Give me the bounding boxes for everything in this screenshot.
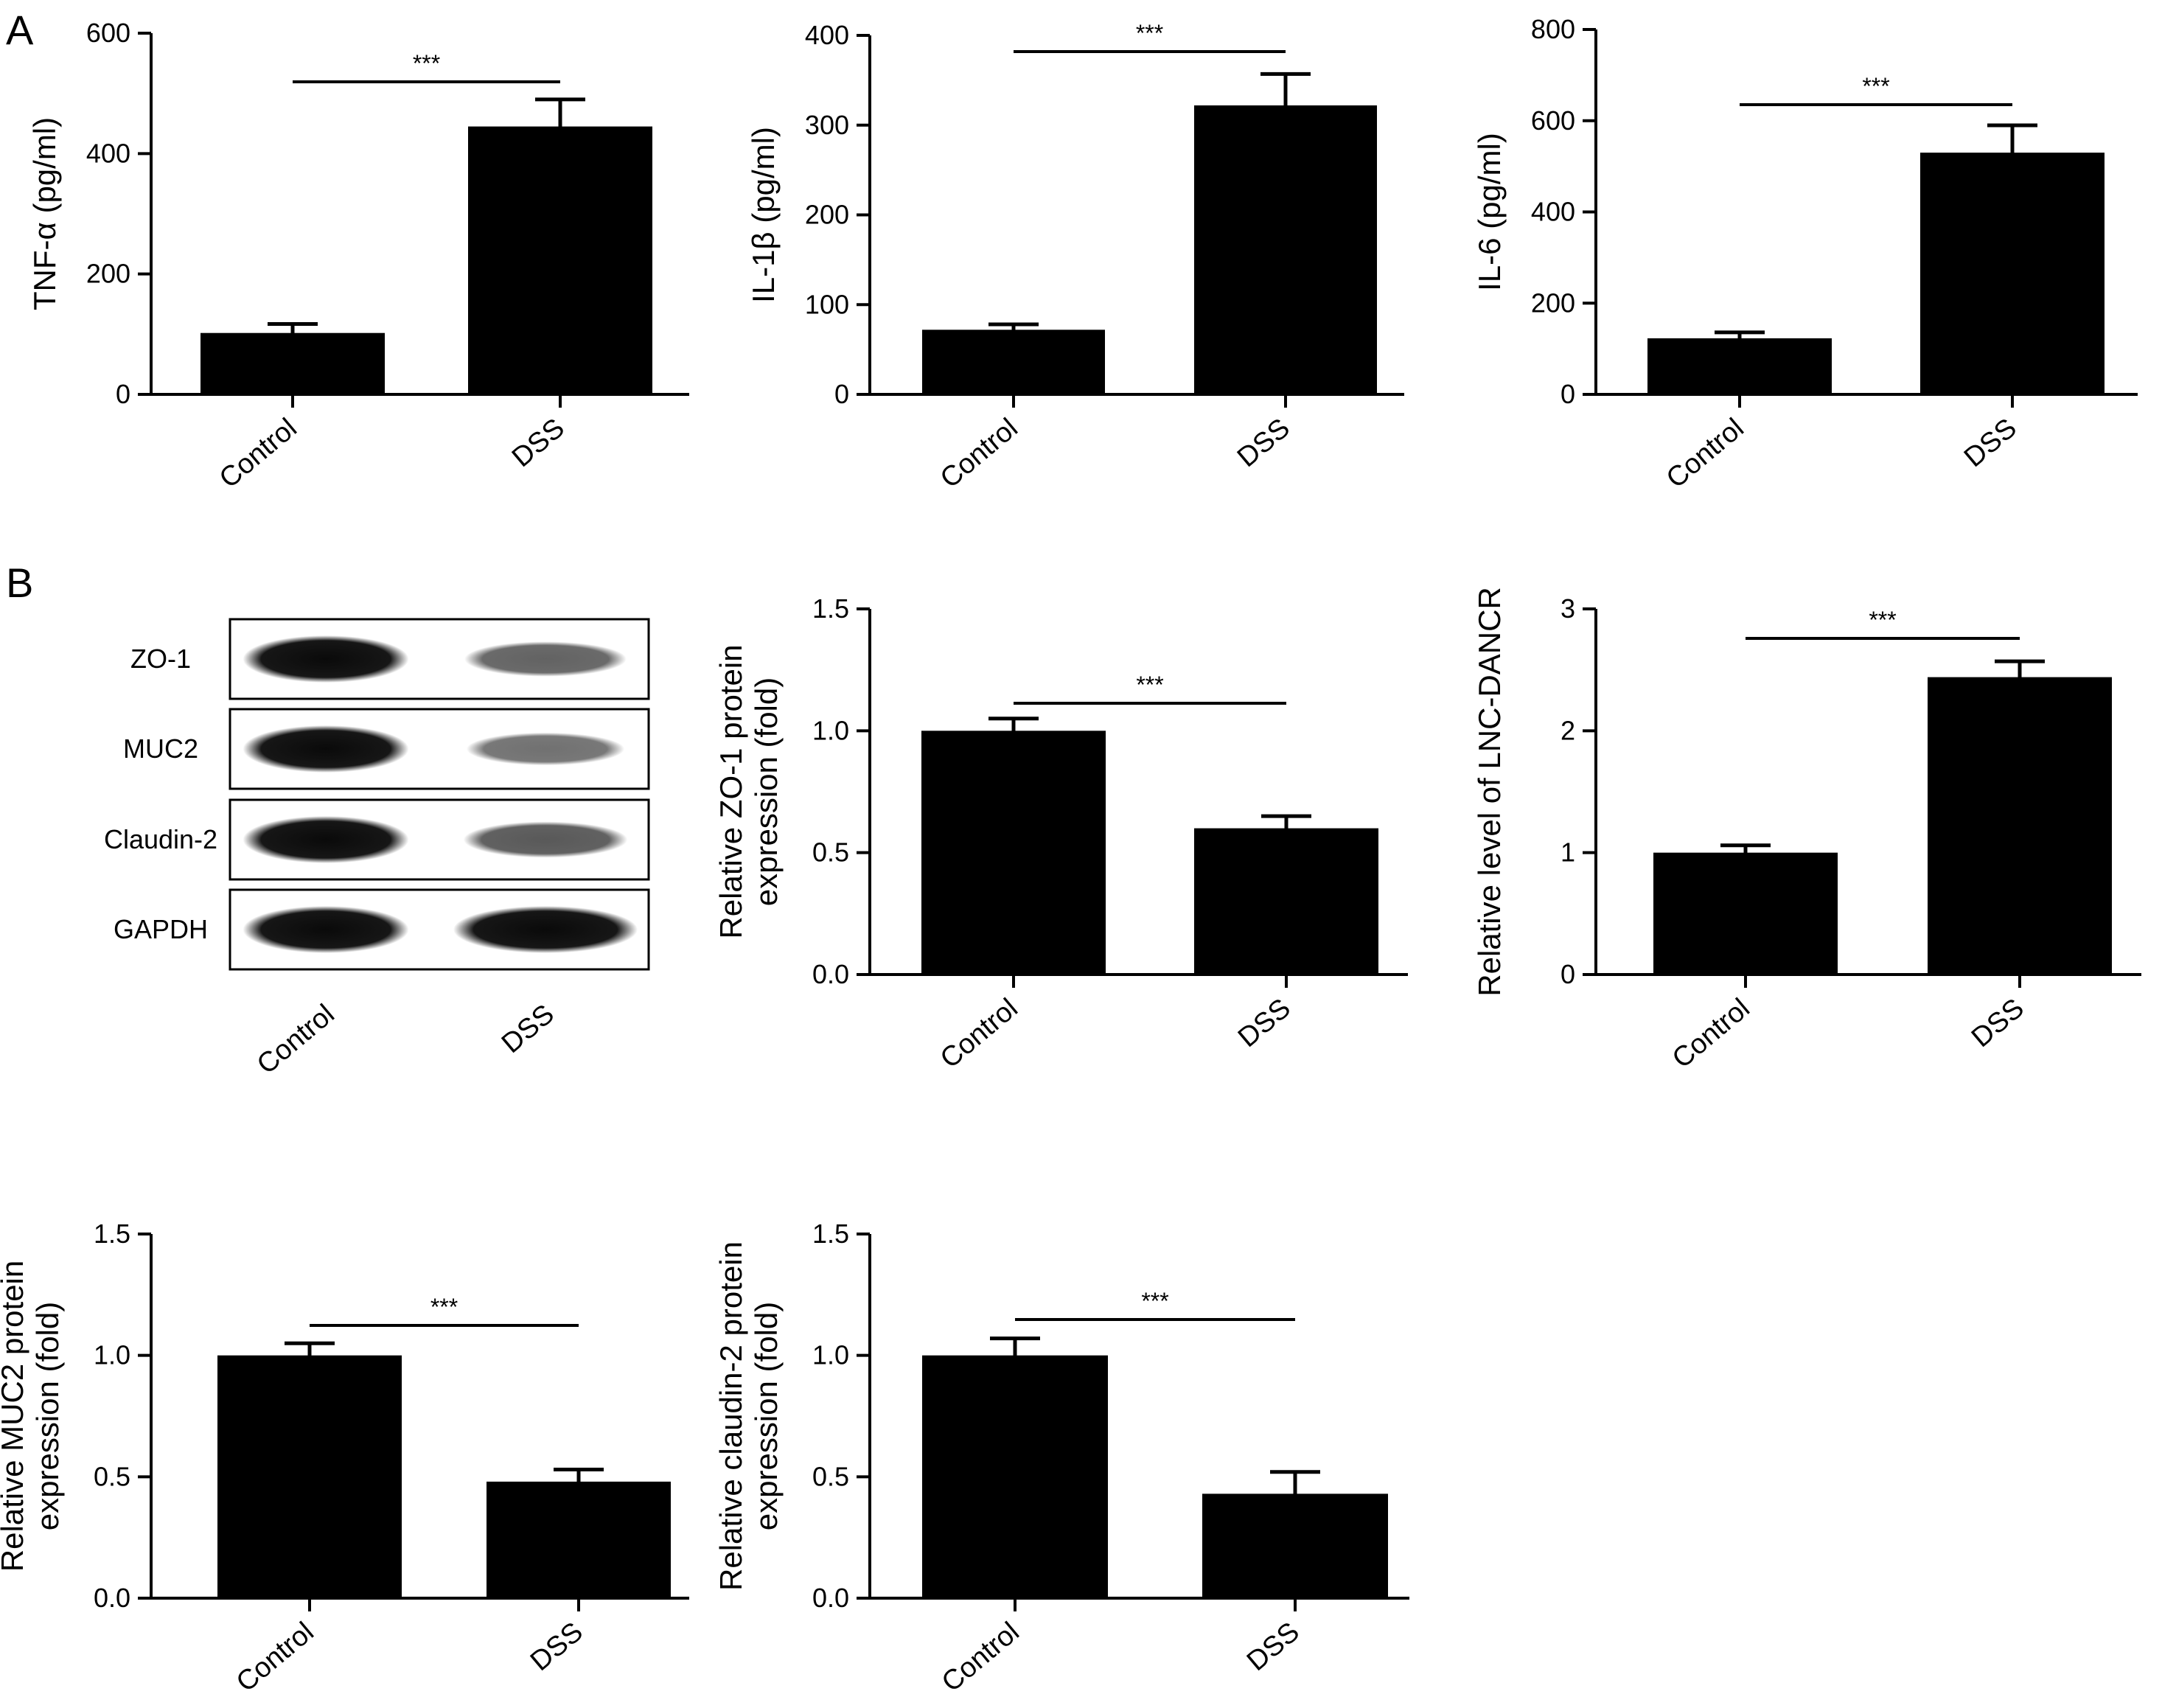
blot-row-gapdh: GAPDH [114, 888, 650, 971]
y-tick-label: 400 [805, 20, 849, 50]
y-tick-label: 1 [1561, 837, 1575, 868]
bar [1920, 153, 2105, 394]
bar [1928, 677, 2112, 975]
bar [922, 330, 1105, 394]
blot-row-label: Claudin-2 [104, 824, 217, 854]
blot-row-label: MUC2 [123, 733, 198, 764]
y-tick-label: 1.5 [94, 1219, 130, 1249]
y-axis-title: IL-6 (pg/ml) [1472, 133, 1507, 291]
y-tick-label: 800 [1531, 14, 1575, 44]
significance-label: *** [413, 50, 440, 77]
y-tick-label: 200 [805, 200, 849, 230]
y-tick-label: 300 [805, 110, 849, 140]
bar [921, 731, 1106, 975]
significance-label: *** [1141, 1288, 1168, 1314]
y-tick-label: 0.5 [94, 1461, 130, 1491]
bar [1194, 105, 1377, 394]
chart-7: 0.0 0.5 1.0 1.5 Relative claudin-2 protein ex… [714, 1219, 1409, 1698]
y-tick-label: 1.0 [812, 1340, 849, 1370]
y-axis-title: expression (fold) [749, 677, 784, 906]
y-axis-title: Relative level of LNC-DANCR [1472, 587, 1507, 997]
y-axis-title: Relative claudin-2 protein [714, 1241, 748, 1591]
y-tick-label: 0 [834, 379, 849, 409]
y-tick-label: 0.0 [94, 1583, 130, 1613]
y-axis-title: IL-1β (pg/ml) [746, 127, 781, 303]
y-axis-title: Relative MUC2 protein [0, 1261, 29, 1572]
blot-band [464, 641, 627, 677]
bar [922, 1355, 1108, 1598]
blot-band [466, 732, 625, 766]
y-tick-label: 200 [86, 259, 130, 289]
y-tick-label: 2 [1561, 715, 1575, 745]
y-tick-label: 0 [1561, 959, 1575, 989]
y-tick-label: 1.0 [94, 1340, 130, 1370]
y-tick-label: 0.0 [812, 1583, 849, 1613]
blot-row-claudin-2: Claudin-2 [104, 798, 650, 881]
bar [1194, 828, 1378, 975]
significance-label: *** [1862, 73, 1889, 100]
bar [1202, 1493, 1388, 1598]
bar [1647, 338, 1832, 394]
blot-band [243, 816, 409, 863]
y-axis-title: Relative ZO-1 protein [714, 644, 748, 938]
y-tick-label: 0.5 [812, 1461, 849, 1491]
y-tick-label: 1.5 [812, 593, 849, 624]
blot-row-label: ZO-1 [130, 644, 191, 674]
blot-band [243, 906, 409, 953]
blot-row-zo-1: ZO-1 [130, 618, 650, 700]
blot-band [463, 821, 628, 858]
blot-band [243, 725, 409, 773]
significance-label: *** [1136, 20, 1163, 46]
bar [200, 332, 385, 394]
blot-row-muc2: MUC2 [123, 708, 650, 790]
significance-label: *** [1136, 672, 1163, 698]
y-tick-label: 200 [1531, 287, 1575, 318]
bar [468, 126, 652, 395]
significance-label: *** [430, 1294, 458, 1320]
y-tick-label: 400 [86, 138, 130, 168]
y-tick-label: 0 [116, 379, 130, 409]
y-tick-label: 0.0 [812, 959, 849, 989]
y-axis-title: expression (fold) [749, 1302, 784, 1530]
y-tick-label: 100 [805, 289, 849, 319]
panel-letter-a: A [6, 7, 34, 53]
y-tick-label: 600 [86, 18, 130, 48]
y-axis-title: TNF-α (pg/ml) [27, 117, 62, 310]
y-tick-label: 3 [1561, 593, 1575, 624]
y-tick-label: 400 [1531, 197, 1575, 227]
y-tick-label: 1.0 [812, 715, 849, 745]
panel-letter-b: B [6, 560, 33, 606]
y-tick-label: 0 [1561, 379, 1575, 409]
bar [217, 1355, 402, 1598]
blot-band [453, 906, 638, 953]
y-axis-title: expression (fold) [30, 1302, 65, 1530]
bar [487, 1481, 671, 1598]
blot-band [243, 635, 409, 683]
bar [1653, 852, 1838, 975]
y-tick-label: 1.5 [812, 1219, 849, 1249]
y-tick-label: 0.5 [812, 837, 849, 868]
y-tick-label: 600 [1531, 105, 1575, 136]
blot-row-label: GAPDH [114, 914, 208, 944]
significance-label: *** [1869, 607, 1896, 633]
